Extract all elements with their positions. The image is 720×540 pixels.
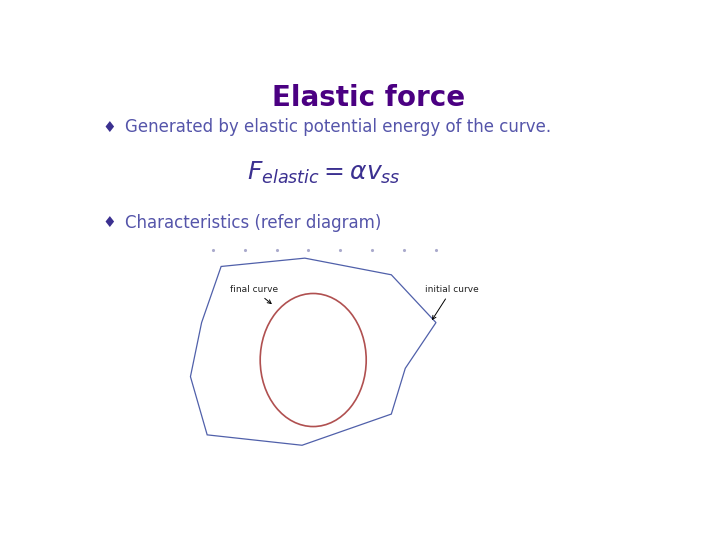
Text: initial curve: initial curve xyxy=(425,285,479,319)
Text: ♦: ♦ xyxy=(103,215,117,230)
Text: ♦: ♦ xyxy=(103,120,117,134)
Text: $F_{elastic} = \alpha v_{ss}$: $F_{elastic} = \alpha v_{ss}$ xyxy=(248,160,401,186)
Text: Generated by elastic potential energy of the curve.: Generated by elastic potential energy of… xyxy=(125,118,551,136)
Text: final curve: final curve xyxy=(230,285,278,303)
Text: Characteristics (refer diagram): Characteristics (refer diagram) xyxy=(125,214,381,232)
Text: Elastic force: Elastic force xyxy=(272,84,466,112)
